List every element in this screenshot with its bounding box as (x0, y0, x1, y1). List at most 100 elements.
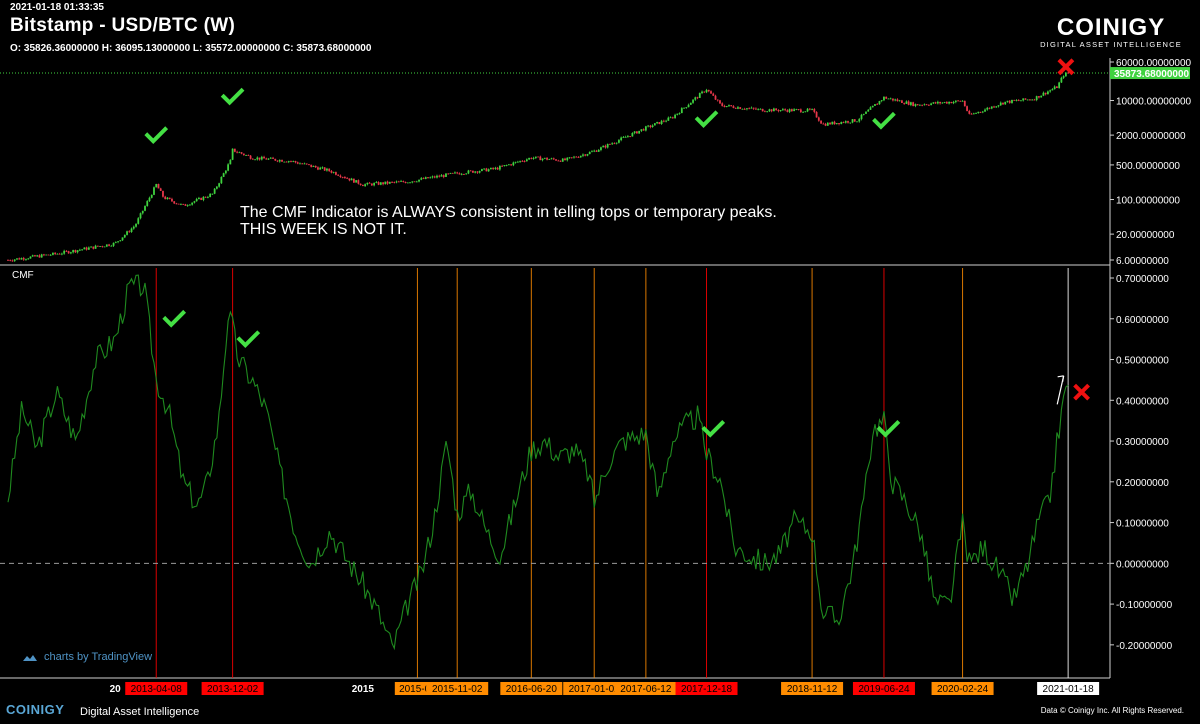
price-candle (680, 108, 683, 114)
price-candle (162, 190, 164, 197)
price-candle (209, 193, 212, 198)
price-candle (505, 165, 508, 166)
price-tick-label: 500.00000000 (1116, 161, 1180, 172)
price-candle (730, 105, 733, 107)
date-marker-badge (614, 682, 677, 695)
price-candle (397, 181, 400, 183)
price-candle (743, 108, 746, 110)
price-candle (1006, 100, 1009, 102)
price-candle (27, 258, 30, 260)
price-candle (552, 158, 555, 160)
price-candle (957, 100, 959, 102)
price-candle (469, 170, 472, 172)
price-candle (759, 108, 762, 110)
price-candle (860, 114, 863, 120)
price-candle (975, 113, 977, 114)
price-checkmark-icon (694, 110, 719, 128)
date-marker-badge (675, 682, 738, 695)
cmf-tick-label: 0.50000000 (1116, 356, 1169, 367)
price-candle (939, 101, 942, 104)
price-candle (141, 210, 144, 214)
tradingview-credit[interactable]: charts by TradingView (22, 651, 152, 663)
price-candle (265, 158, 268, 160)
price-candle (768, 109, 771, 112)
annotation-line-1: The CMF Indicator is ALWAYS consistent i… (240, 204, 777, 221)
price-candle (685, 107, 688, 108)
price-candle (373, 182, 376, 186)
price-candle (155, 184, 158, 188)
price-candle (67, 251, 70, 254)
price-candle (658, 122, 661, 125)
cmf-tick-label: 0.70000000 (1116, 274, 1169, 285)
price-candle (411, 181, 414, 183)
price-candle (227, 164, 230, 171)
price-candle (932, 102, 935, 104)
price-candle (130, 228, 133, 232)
price-candle (415, 181, 418, 183)
price-candle (847, 121, 849, 123)
price-candle (348, 178, 351, 181)
price-candle (22, 258, 25, 260)
price-candle (355, 180, 358, 183)
price-candle (669, 117, 672, 119)
price-candle (287, 161, 290, 163)
price-candle (321, 167, 324, 169)
price-candle (826, 122, 829, 126)
price-candle (757, 108, 760, 110)
price-candle (772, 108, 775, 112)
price-candle (1038, 96, 1040, 98)
price-candle (584, 154, 587, 156)
price-candle (164, 196, 167, 200)
price-candle (1042, 92, 1045, 96)
price-candle (748, 108, 751, 110)
price-candle (303, 163, 306, 165)
price-candle (1017, 100, 1020, 101)
price-candle (456, 172, 459, 174)
price-candle (422, 178, 425, 179)
x-tick-label: 2015 (352, 684, 375, 695)
date-marker-badge (563, 682, 626, 695)
date-marker-label: 2017-06-12 (620, 684, 672, 695)
price-candle (49, 254, 52, 256)
price-candle (981, 111, 984, 113)
price-candle (1004, 101, 1007, 105)
price-tick-label: 20.00000000 (1116, 230, 1175, 241)
price-candle (528, 157, 530, 160)
price-tick-label: 6.00000000 (1116, 256, 1169, 267)
price-candle (692, 99, 694, 103)
cmf-line (7, 274, 1069, 651)
price-candle (454, 172, 456, 174)
price-candle (609, 143, 611, 145)
price-candle (977, 111, 980, 114)
price-candle (613, 143, 616, 145)
price-candle (887, 98, 890, 100)
price-candle (269, 157, 272, 159)
date-marker-label: 2015-07 (399, 684, 436, 695)
footer-tagline: Digital Asset Intelligence (80, 706, 200, 718)
price-candle (739, 107, 742, 109)
price-candle (123, 234, 126, 238)
price-candle (186, 205, 189, 207)
price-candle (61, 253, 63, 255)
price-candle (510, 164, 513, 166)
date-marker-badge (1037, 682, 1100, 695)
price-candle (867, 109, 870, 112)
price-candle (674, 114, 676, 119)
price-candle (54, 252, 57, 254)
price-candle (341, 177, 344, 178)
price-candle (651, 125, 654, 127)
price-candle (424, 177, 427, 179)
price-candle (368, 182, 371, 184)
price-candle (501, 165, 504, 167)
price-candle (110, 245, 113, 247)
price-candle (238, 152, 241, 154)
price-candle (683, 107, 685, 109)
cmf-tick-label: -0.10000000 (1116, 600, 1173, 611)
price-candle (150, 194, 153, 198)
date-marker-badge (852, 682, 915, 695)
price-candle (242, 153, 245, 156)
price-candle (905, 101, 908, 104)
price-candle (512, 162, 515, 166)
price-candle (157, 184, 160, 189)
price-candle (281, 159, 283, 162)
